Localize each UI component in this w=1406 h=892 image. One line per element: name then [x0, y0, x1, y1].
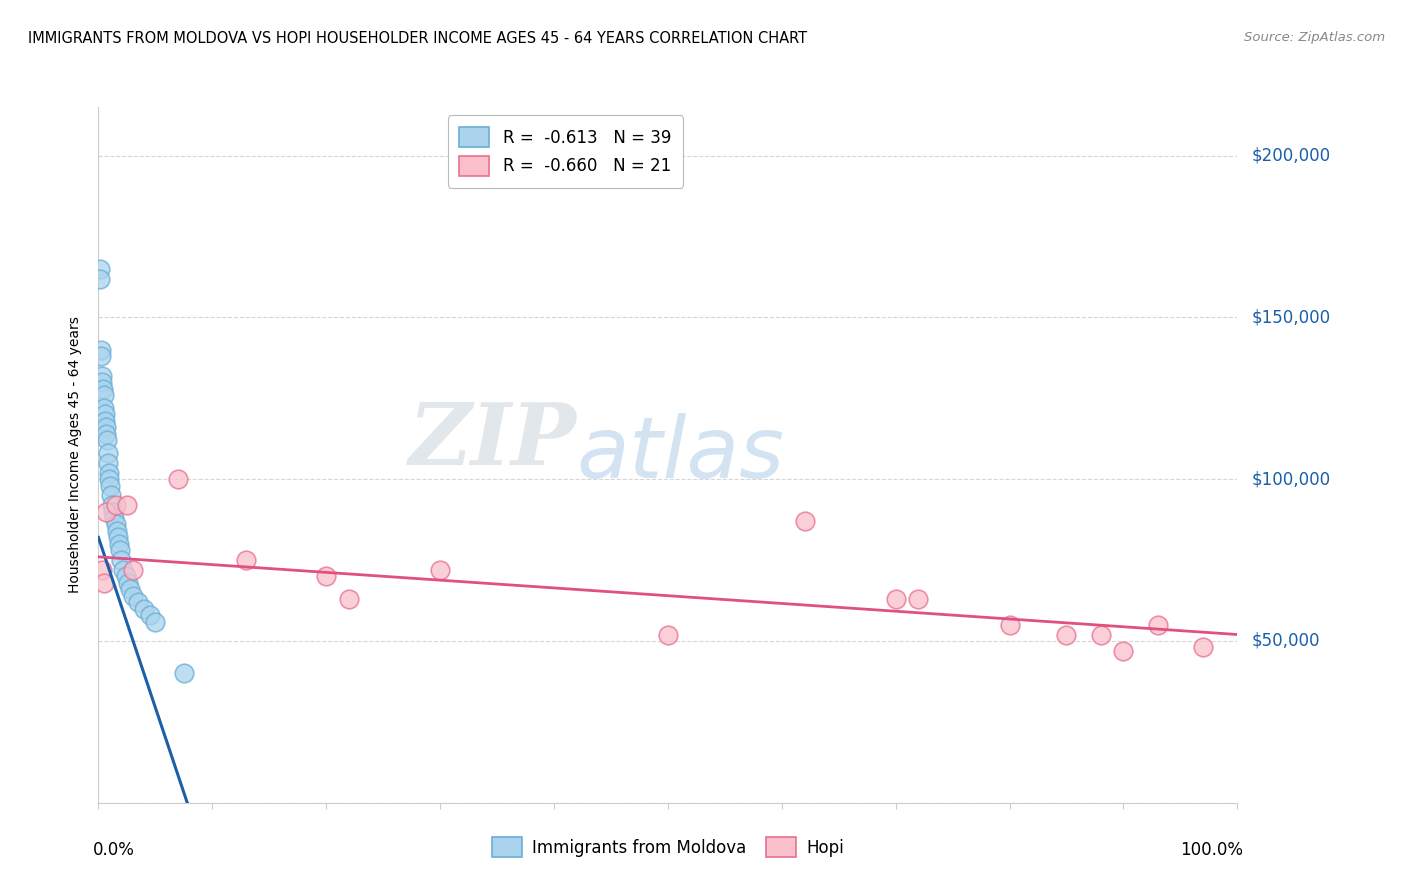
- Text: $50,000: $50,000: [1251, 632, 1320, 650]
- Point: [107, 531, 129, 545]
- Point: [90, 349, 112, 363]
- Point: [120, 582, 142, 597]
- Point: [907, 591, 929, 606]
- Point: [337, 591, 360, 606]
- Point: [108, 537, 131, 551]
- Point: [94, 420, 117, 434]
- Point: [93, 408, 115, 422]
- Point: [1090, 627, 1112, 641]
- Point: [132, 601, 155, 615]
- Point: [91, 375, 114, 389]
- Point: [100, 488, 122, 502]
- Point: [110, 553, 132, 567]
- Point: [93, 401, 115, 415]
- Point: [98, 472, 121, 486]
- Point: [105, 524, 128, 538]
- Y-axis label: Householder Income Ages 45 - 64 years: Householder Income Ages 45 - 64 years: [69, 317, 83, 593]
- Point: [103, 504, 125, 518]
- Point: [91, 382, 114, 396]
- Point: [167, 472, 190, 486]
- Point: [121, 589, 143, 603]
- Point: [96, 426, 118, 441]
- Point: [998, 617, 1021, 632]
- Point: [93, 388, 115, 402]
- Text: ZIP: ZIP: [409, 400, 576, 483]
- Point: [96, 504, 118, 518]
- Point: [173, 666, 195, 681]
- Text: $100,000: $100,000: [1251, 470, 1330, 488]
- Point: [97, 456, 120, 470]
- Point: [429, 563, 451, 577]
- Point: [89, 271, 111, 285]
- Point: [121, 563, 143, 577]
- Point: [90, 343, 112, 357]
- Point: [89, 261, 111, 276]
- Point: [315, 569, 337, 583]
- Point: [145, 615, 167, 629]
- Point: [235, 553, 257, 567]
- Point: [96, 434, 118, 448]
- Text: IMMIGRANTS FROM MOLDOVA VS HOPI HOUSEHOLDER INCOME AGES 45 - 64 YEARS CORRELATIO: IMMIGRANTS FROM MOLDOVA VS HOPI HOUSEHOL…: [28, 31, 807, 46]
- Point: [138, 608, 160, 623]
- Point: [1112, 643, 1135, 657]
- Point: [884, 591, 907, 606]
- Point: [93, 575, 115, 590]
- Text: 100.0%: 100.0%: [1180, 841, 1243, 859]
- Point: [657, 627, 679, 641]
- Point: [90, 368, 112, 383]
- Point: [114, 569, 136, 583]
- Text: atlas: atlas: [576, 413, 785, 497]
- Text: $150,000: $150,000: [1251, 309, 1330, 326]
- Point: [98, 478, 121, 492]
- Point: [112, 563, 135, 577]
- Text: $200,000: $200,000: [1251, 146, 1330, 165]
- Text: Source: ZipAtlas.com: Source: ZipAtlas.com: [1244, 31, 1385, 45]
- Point: [96, 446, 118, 460]
- Legend: Immigrants from Moldova, Hopi: Immigrants from Moldova, Hopi: [485, 830, 851, 864]
- Point: [127, 595, 149, 609]
- Point: [1192, 640, 1215, 655]
- Point: [108, 543, 131, 558]
- Point: [104, 517, 127, 532]
- Point: [115, 498, 138, 512]
- Point: [97, 466, 120, 480]
- Point: [104, 498, 127, 512]
- Point: [101, 498, 124, 512]
- Point: [1056, 627, 1078, 641]
- Point: [90, 563, 112, 577]
- Point: [94, 414, 117, 428]
- Point: [793, 514, 815, 528]
- Point: [103, 511, 125, 525]
- Point: [1146, 617, 1168, 632]
- Text: 0.0%: 0.0%: [93, 841, 135, 859]
- Point: [117, 575, 139, 590]
